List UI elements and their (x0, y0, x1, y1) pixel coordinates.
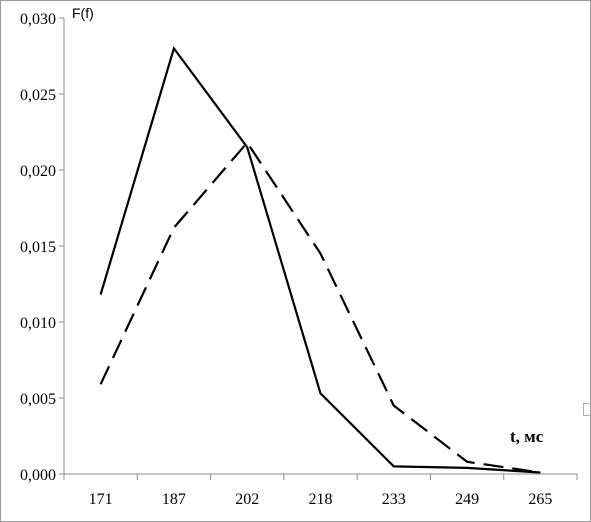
x-tick-label: 265 (528, 491, 552, 508)
y-axis-label: F(f) (72, 5, 94, 21)
x-ticks: 171 187 202 218 233 249 265 (63, 474, 578, 508)
x-axis-label: t, мс (510, 427, 544, 446)
series-line-dashed (99, 140, 541, 474)
y-tick-label: 0,010 (20, 315, 56, 332)
edge-marker (583, 403, 591, 416)
y-tick-label: 0,005 (20, 391, 56, 408)
x-tick-label: 202 (235, 491, 259, 508)
x-tick-label: 187 (162, 491, 186, 508)
y-tick-label: 0,020 (20, 163, 56, 180)
y-ticks: 0,000 0,005 0,010 0,015 0,020 0,025 0,030 (20, 11, 64, 484)
x-tick-label: 218 (309, 491, 333, 508)
x-tick-label: 249 (455, 491, 479, 508)
y-tick-label: 0,030 (20, 11, 56, 28)
x-tick-label: 233 (382, 491, 406, 508)
y-tick-label: 0,015 (20, 239, 56, 256)
y-tick-label: 0,000 (20, 467, 56, 484)
x-tick-label: 171 (89, 491, 113, 508)
y-tick-label: 0,025 (20, 87, 56, 104)
series-line-solid (99, 45, 541, 474)
series-layer (99, 45, 541, 474)
